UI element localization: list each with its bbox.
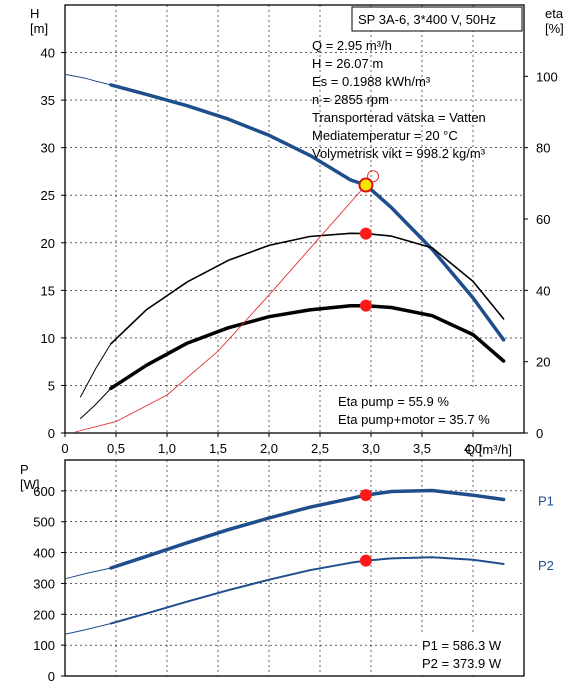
chart-title: SP 3A-6, 3*400 V, 50Hz xyxy=(358,12,496,27)
x-tick-label: 0,5 xyxy=(107,441,125,456)
y-left-tick-label: 25 xyxy=(41,188,55,203)
bottom-curves: P1 P2 xyxy=(64,488,554,635)
power-y-tick-label: 200 xyxy=(33,607,55,622)
info-block: Q = 2.95 m³/h H = 26.07 m Es = 0.1988 kWh/… xyxy=(312,38,486,161)
series-eta-pump-motor-extension xyxy=(79,388,112,420)
y-right-tick-label: 40 xyxy=(536,283,550,298)
series-p1-line xyxy=(109,488,506,570)
x-tick-label: 1,0 xyxy=(158,441,176,456)
info-line: Es = 0.1988 kWh/m³ xyxy=(312,74,431,89)
power-y-axis-label: P [W] xyxy=(20,462,40,492)
y-right-tick-label: 100 xyxy=(536,69,558,84)
x-tick-label: 2,5 xyxy=(311,441,329,456)
operating-point-marker xyxy=(359,299,372,312)
power-operating-point-marker xyxy=(359,489,372,502)
power-y-tick-label: 600 xyxy=(33,484,55,499)
info-line: n = 2855 rpm xyxy=(312,92,389,107)
info-line: Volymetrisk vikt = 998.2 kg/m³ xyxy=(312,146,486,161)
top-grid xyxy=(65,5,524,433)
series-h-extension xyxy=(64,73,112,86)
x-tick-label: 2,0 xyxy=(260,441,278,456)
y-left-tick-label: 5 xyxy=(48,378,55,393)
top-plot-frame xyxy=(64,4,525,434)
power-operating-point-marker xyxy=(359,554,372,567)
y-right-tick-label: 20 xyxy=(536,355,550,370)
power-line: P2 = 373.9 W xyxy=(422,656,502,671)
y-left-tick-label: 40 xyxy=(41,46,55,61)
series-eta-pump-motor-line xyxy=(109,303,506,391)
y-left-tick-label: 20 xyxy=(41,236,55,251)
y-right-tick-label: 0 xyxy=(536,426,543,441)
y-left-tick-label: 30 xyxy=(41,141,55,156)
y-axis-label-left: H [m] xyxy=(30,6,48,36)
power-box xyxy=(418,634,522,674)
eta-block: Eta pump = 55.9 % Eta pump+motor = 35.7 % xyxy=(338,394,490,427)
series-p1-extension xyxy=(64,567,112,580)
x-tick-label: 0 xyxy=(61,441,68,456)
power-y-tick-label: 300 xyxy=(33,576,55,591)
system-curve-end-marker xyxy=(367,170,380,183)
x-tick-label: 4,0 xyxy=(464,441,482,456)
series-eta-pump-line xyxy=(110,232,505,345)
series-system-curve-line xyxy=(74,184,367,433)
y-left-tick-label: 10 xyxy=(41,331,55,346)
top-curves xyxy=(64,73,506,433)
x-tick-label: 3,5 xyxy=(413,441,431,456)
y-right-tick-label: 80 xyxy=(536,141,550,156)
y-left-tick-label: 15 xyxy=(41,283,55,298)
series-p2-line xyxy=(109,556,505,625)
series-p1-series-label: P1 xyxy=(538,493,554,508)
y-left-tick-label: 0 xyxy=(48,426,55,441)
eta-line: Eta pump = 55.9 % xyxy=(338,394,449,409)
power-line: P1 = 586.3 W xyxy=(422,638,502,653)
series-p2-extension xyxy=(64,623,112,635)
info-line: H = 26.07 m xyxy=(312,56,383,71)
info-line: Transporterad vätska = Vatten xyxy=(312,110,486,125)
power-block: P1 = 586.3 W P2 = 373.9 W xyxy=(422,638,502,671)
info-line: Mediatemperatur = 20 °C xyxy=(312,128,458,143)
x-tick-label: 1,5 xyxy=(209,441,227,456)
x-tick-label: 3,0 xyxy=(362,441,380,456)
x-axis-label: Q [m³/h] xyxy=(465,442,512,457)
bottom-plot-frame xyxy=(64,459,525,677)
top-ticks: 0 0,5 1,0 1,5 2,0 2,5 3,0 3,5 4,0 0 5 10 15 20 25 30 35 4… xyxy=(41,46,558,456)
eta-box xyxy=(332,388,522,430)
power-y-tick-label: 0 xyxy=(48,669,55,684)
power-y-tick-label: 100 xyxy=(33,638,55,653)
y-right-tick-label: 60 xyxy=(536,212,550,227)
power-y-tick-label: 500 xyxy=(33,515,55,530)
y-left-tick-label: 35 xyxy=(41,93,55,108)
series-p2-series-label: P2 xyxy=(538,558,554,573)
series-h-line xyxy=(109,83,506,342)
y-axis-label-right: eta [%] xyxy=(545,6,564,36)
info-line: Q = 2.95 m³/h xyxy=(312,38,392,53)
series-eta-pump-extension xyxy=(79,343,112,398)
duty-point-marker xyxy=(358,177,374,193)
eta-line: Eta pump+motor = 35.7 % xyxy=(338,412,490,427)
operating-point-marker xyxy=(359,227,372,240)
bottom-ticks: 0 100 200 300 400 500 600 xyxy=(33,484,65,684)
title-box xyxy=(351,6,523,32)
power-y-tick-label: 400 xyxy=(33,546,55,561)
